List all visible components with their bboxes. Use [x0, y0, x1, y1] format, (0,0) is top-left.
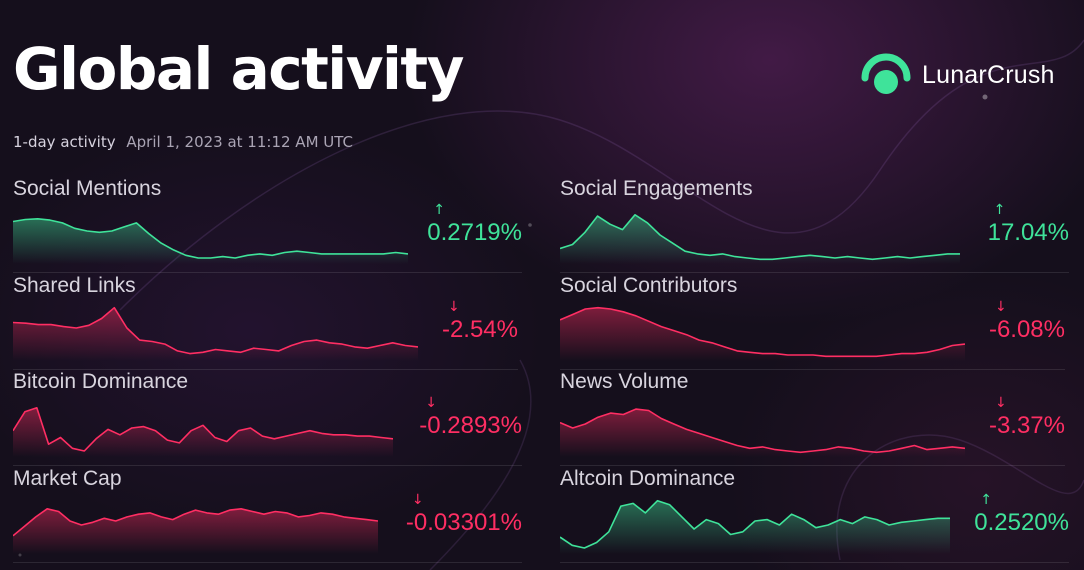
metric-change: ↓ -6.08%: [989, 299, 1065, 345]
activity-period: 1-day activity: [13, 133, 116, 151]
metric-news-volume[interactable]: News Volume ↓ -3.37%: [560, 369, 1065, 466]
metric-sparkline: [13, 508, 378, 554]
metric-change: ↑ 0.2520%: [974, 492, 1069, 538]
arrow-up-icon: ↑: [993, 202, 1006, 218]
metric-label: Social Mentions: [13, 177, 162, 200]
page-title: Global activity: [13, 35, 464, 103]
metric-sparkline: [560, 306, 965, 361]
sparkline-area: [13, 307, 418, 361]
metric-change-value: -0.03301%: [405, 509, 522, 536]
arrow-down-icon: ↓: [425, 395, 437, 411]
metric-change: ↓ -0.2893%: [419, 395, 522, 441]
metric-label: Market Cap: [13, 467, 122, 490]
sparkline-line: [13, 306, 418, 355]
metric-sparkline: [13, 218, 408, 264]
metric-change-value: -3.37%: [988, 412, 1065, 439]
metric-market-cap[interactable]: Market Cap ↓ -0.03301%: [13, 466, 522, 563]
metric-label: News Volume: [560, 370, 689, 393]
metric-social-engagements[interactable]: Social Engagements ↑ 17.04%: [560, 176, 1069, 273]
metric-label: Social Engagements: [560, 177, 753, 200]
metric-label: Bitcoin Dominance: [13, 370, 189, 393]
sparkline-line: [560, 214, 960, 261]
sparkline-line: [13, 218, 408, 259]
metric-change-value: -2.54%: [441, 316, 518, 343]
metric-sparkline: [13, 306, 418, 361]
metric-label: Social Contributors: [560, 274, 738, 297]
sparkline-area: [13, 407, 393, 457]
lunarcrush-logo-icon: [861, 53, 911, 94]
metric-change: ↑ 0.2719%: [427, 202, 522, 248]
metric-shared-links[interactable]: Shared Links ↓ -2.54%: [13, 273, 518, 370]
sparkline-line: [13, 407, 393, 452]
metric-change: ↓ -3.37%: [989, 395, 1065, 441]
arrow-up-icon: ↑: [433, 202, 445, 218]
metric-change-value: -0.2893%: [419, 412, 522, 439]
metric-change-value: -6.08%: [988, 316, 1065, 343]
activity-timestamp: April 1, 2023 at 11:12 AM UTC: [126, 133, 354, 151]
sparkline-area: [560, 500, 950, 554]
sparkline-area: [560, 307, 965, 361]
arrow-down-icon: ↓: [411, 492, 424, 508]
sparkline-area: [560, 409, 965, 457]
metric-sparkline: [560, 408, 965, 457]
metric-change: ↓ -2.54%: [442, 299, 518, 345]
arrow-up-icon: ↑: [980, 492, 992, 508]
metric-sparkline: [560, 214, 960, 264]
metric-change-value: 0.2719%: [427, 219, 522, 246]
sparkline-line: [560, 499, 950, 549]
metric-change: ↑ 17.04%: [988, 202, 1069, 248]
metric-change-value: 17.04%: [987, 219, 1069, 246]
sparkline-area: [13, 508, 378, 554]
metric-social-mentions[interactable]: Social Mentions ↑ 0.2719%: [13, 176, 522, 273]
arrow-down-icon: ↓: [447, 299, 460, 315]
sparkline-area: [560, 214, 960, 264]
metric-bitcoin-dominance[interactable]: Bitcoin Dominance ↓ -0.2893%: [13, 369, 522, 466]
metric-sparkline: [560, 499, 950, 554]
metric-label: Altcoin Dominance: [560, 467, 736, 490]
sparkline-line: [13, 508, 378, 537]
metric-change: ↓ -0.03301%: [406, 492, 522, 538]
sparkline-line: [560, 408, 965, 454]
activity-subtitle: 1-day activity April 1, 2023 at 11:12 AM…: [13, 133, 353, 151]
brand-name: LunarCrush: [922, 60, 1055, 89]
brand-logo: LunarCrush: [860, 52, 1055, 98]
metric-change-value: 0.2520%: [974, 509, 1069, 536]
arrow-down-icon: ↓: [994, 299, 1007, 315]
sparkline-line: [560, 306, 965, 358]
metric-sparkline: [13, 407, 393, 457]
arrow-down-icon: ↓: [994, 395, 1007, 411]
metric-social-contributors[interactable]: Social Contributors ↓ -6.08%: [560, 273, 1065, 370]
metric-label: Shared Links: [13, 274, 136, 297]
metric-altcoin-dominance[interactable]: Altcoin Dominance ↑ 0.2520%: [560, 466, 1069, 563]
